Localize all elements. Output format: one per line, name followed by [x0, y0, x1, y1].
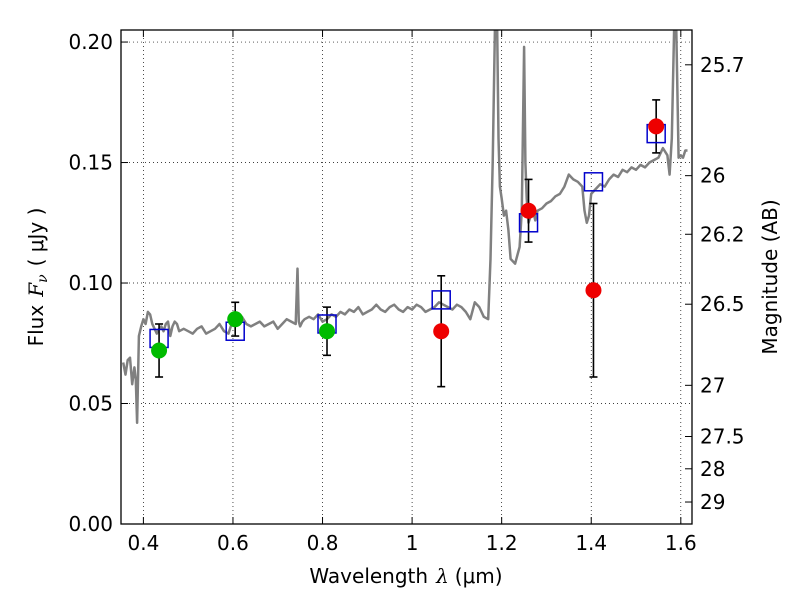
x-tick-label: 0.6	[217, 531, 249, 555]
y-tick-label: 0.20	[68, 30, 113, 54]
plot-frame	[120, 29, 693, 525]
nir-point	[433, 323, 450, 340]
y2-tick-label: 26.2	[700, 222, 745, 246]
nir-point	[520, 202, 537, 219]
x-axis-title-text: Wavelength	[309, 564, 428, 588]
grid-lines	[121, 30, 692, 525]
model-points-layer	[149, 123, 666, 349]
x-tick-label: 1.2	[486, 531, 518, 555]
model-point	[431, 290, 451, 310]
y-axis-title: Flux Fν ( μJy )	[24, 208, 51, 347]
y2-tick-label: 25.7	[700, 53, 745, 77]
optical-point	[151, 342, 168, 359]
x-axis-title-symbol: λ	[435, 564, 449, 588]
x-tick-label: 1.4	[575, 531, 607, 555]
y-axis-title-subscript: ν	[35, 274, 51, 283]
y2-tick-label: 29	[700, 490, 725, 514]
optical-point	[319, 323, 336, 340]
x-tick-label: 1.6	[665, 531, 697, 555]
y2-axis-title: Magnitude (AB)	[758, 199, 782, 354]
model-point	[583, 172, 604, 192]
y-axis-title-symbol: F	[24, 282, 48, 298]
optical-point	[227, 311, 244, 328]
y2-tick-label: 28	[700, 457, 725, 481]
error-bars-layer	[155, 99, 661, 388]
x-tick-label: 0.4	[127, 531, 159, 555]
x-tick-label: 0.8	[307, 531, 339, 555]
y2-tick-label: 27	[700, 373, 725, 397]
nir-point	[648, 118, 665, 135]
y2-tick-label: 26	[700, 164, 725, 188]
axis-ticks: 0.4 0.6 0.8 1 1.2 1.4 1.6 0.00 0.05 0.10 0.15 0.20 2…	[68, 30, 745, 555]
y-tick-label: 0.05	[68, 392, 113, 416]
y-tick-label: 0.10	[68, 271, 113, 295]
template-spectrum-layer	[121, 30, 688, 425]
y-axis-title-unit: ( μJy )	[24, 208, 48, 267]
template-spectrum-line	[121, 30, 688, 425]
y-tick-label: 0.15	[68, 151, 113, 175]
x-tick-label: 1	[406, 531, 419, 555]
y2-tick-label: 27.5	[700, 425, 745, 449]
y-axis-title-text: Flux	[24, 305, 48, 347]
y2-tick-label: 26.5	[700, 292, 745, 316]
nir-point	[585, 282, 602, 299]
x-axis-title: Wavelength λ (μm)	[309, 564, 502, 588]
x-axis-title-unit: (μm)	[455, 564, 503, 588]
observed-points-layer	[151, 118, 665, 359]
y-tick-label: 0.00	[68, 512, 113, 536]
